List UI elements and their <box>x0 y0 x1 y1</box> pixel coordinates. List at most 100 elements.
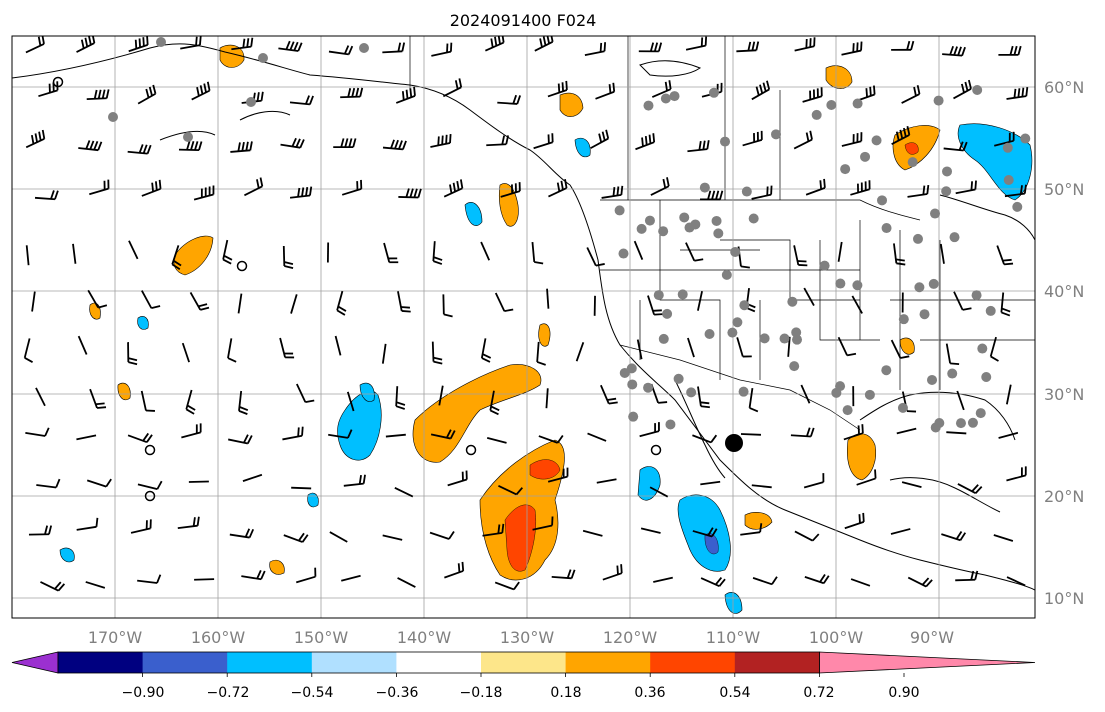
wind-barb-shaft <box>633 240 644 260</box>
wind-barb <box>336 290 347 316</box>
wind-barb <box>850 180 871 196</box>
wind-barb-feather <box>101 89 106 99</box>
wind-barb-shaft <box>890 528 911 535</box>
station-markers <box>108 37 1031 433</box>
wind-barb <box>333 138 357 149</box>
wind-barb <box>228 434 253 445</box>
wind-barb-feather <box>37 36 42 46</box>
wind-barb-feather <box>347 88 352 98</box>
wind-barb-feather <box>195 36 198 46</box>
colorbar-tick-label: −0.90 <box>122 685 165 701</box>
wind-barb <box>227 338 237 363</box>
wind-barb-feather <box>959 532 967 541</box>
station-marker <box>977 343 988 354</box>
wind-barb-feather <box>805 132 810 142</box>
wind-barb-shaft <box>531 241 536 263</box>
wind-barb-feather <box>409 88 413 98</box>
wind-barb-feather <box>501 523 505 533</box>
wind-barb <box>596 478 617 484</box>
wind-barb <box>601 185 624 199</box>
station-marker <box>658 333 669 344</box>
station-marker <box>643 100 654 111</box>
wind-barb-shaft <box>128 240 139 260</box>
wind-barb-shaft <box>227 338 233 359</box>
wind-barb-feather <box>336 309 346 316</box>
wind-barb-feather <box>185 408 195 415</box>
station-marker <box>619 367 630 378</box>
wind-barb <box>341 574 361 582</box>
wind-barb <box>430 429 456 440</box>
wind-barb-shaft <box>137 579 158 584</box>
wind-barb-shaft <box>295 575 316 584</box>
wind-barb-feather <box>146 434 153 443</box>
wind-barb <box>533 133 554 150</box>
wind-barb <box>850 578 871 587</box>
wind-barb-shaft <box>740 433 761 436</box>
wind-barb-feather <box>809 130 813 140</box>
lon-label: 140°W <box>397 628 452 647</box>
wind-barb-feather <box>810 427 815 437</box>
wind-barb <box>340 87 364 99</box>
wind-barb <box>534 36 554 52</box>
contour-region <box>464 202 483 226</box>
station-marker <box>662 308 673 319</box>
wind-barb-feather <box>515 487 524 496</box>
wind-barb <box>697 386 710 409</box>
wind-barb-feather <box>246 435 253 444</box>
wind-barb <box>742 130 763 147</box>
coastline <box>859 391 1016 441</box>
map-panel <box>11 35 1036 619</box>
colorbar-segment <box>650 652 736 673</box>
wind-barb <box>87 289 108 309</box>
wind-barb-shaft <box>86 97 107 101</box>
wind-barb <box>447 470 468 487</box>
contour-region <box>724 591 743 614</box>
wind-barb <box>896 427 917 435</box>
wind-barb-feather <box>653 42 659 52</box>
wind-barb <box>398 188 422 199</box>
station-marker <box>930 422 941 433</box>
wind-barb-feather <box>97 304 108 309</box>
wind-barb-feather <box>957 46 962 56</box>
wind-barb <box>89 179 110 196</box>
wind-barb-shaft <box>381 343 387 364</box>
station-marker <box>981 372 992 383</box>
wind-barb-shaft <box>896 427 917 435</box>
wind-barb-feather <box>238 410 248 415</box>
wind-barb-feather <box>441 135 444 145</box>
wind-barb <box>494 292 514 312</box>
wind-barb <box>989 336 999 362</box>
wind-barb <box>700 190 724 201</box>
station-marker <box>933 95 944 106</box>
wind-barb <box>238 390 249 415</box>
wind-barb-feather <box>260 91 264 101</box>
station-marker <box>720 136 731 147</box>
wind-barb <box>137 480 163 490</box>
lon-label: 130°W <box>500 628 555 647</box>
wind-barb-feather <box>960 83 965 93</box>
wind-barb-feather <box>173 259 182 267</box>
wind-barb-feather <box>534 261 544 265</box>
station-marker <box>759 333 770 344</box>
wind-barb-feather <box>449 430 456 439</box>
lat-label: 20°N <box>1044 487 1084 506</box>
wind-barb-feather <box>93 141 99 151</box>
station-marker <box>877 195 888 206</box>
wind-barb-shaft <box>486 437 507 444</box>
colorbar-segment <box>734 652 820 673</box>
wind-barb-shaft <box>429 531 450 540</box>
wind-barb-feather <box>648 134 652 144</box>
wind-barb <box>687 337 695 358</box>
station-marker <box>708 87 719 98</box>
wind-barb <box>431 341 443 365</box>
wind-barb-feather <box>916 85 921 95</box>
wind-barb-feather <box>747 41 752 51</box>
wind-barb-feather <box>1021 87 1025 97</box>
wind-barb <box>130 519 152 534</box>
wind-barb-feather <box>243 434 249 444</box>
wind-barb-feather <box>512 94 518 104</box>
wind-barb-feather <box>283 261 294 265</box>
wind-barb-feather <box>668 80 672 90</box>
station-marker <box>738 386 749 397</box>
wind-barb <box>237 293 243 314</box>
